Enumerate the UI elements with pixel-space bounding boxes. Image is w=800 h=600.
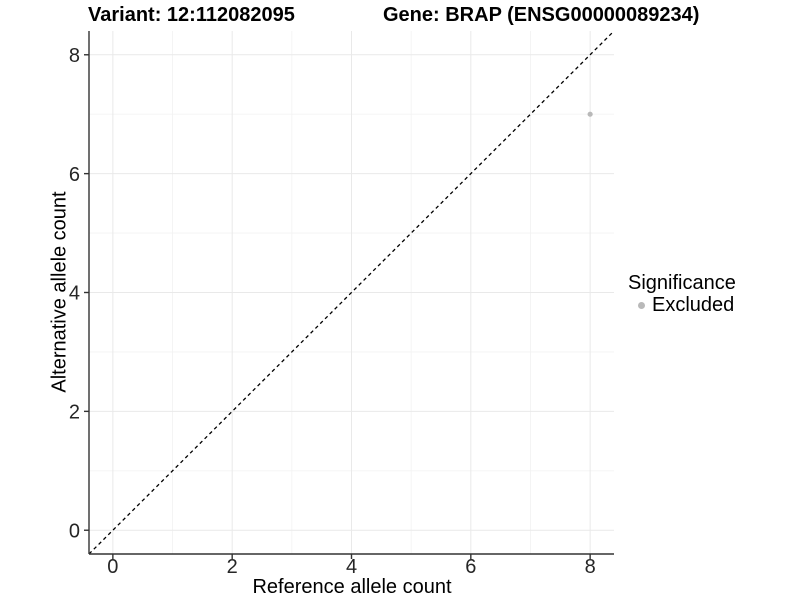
y-tick-label: 6 bbox=[69, 164, 80, 186]
x-tick-label: 6 bbox=[465, 556, 476, 578]
plot-title-variant: Variant: 12:112082095 bbox=[88, 4, 295, 26]
y-tick-label: 2 bbox=[69, 402, 80, 424]
x-tick-label: 8 bbox=[585, 556, 596, 578]
excluded-point-icon bbox=[638, 301, 645, 309]
legend: Significance Excluded bbox=[628, 272, 736, 316]
data-point bbox=[587, 111, 593, 117]
x-tick-label: 4 bbox=[346, 556, 357, 578]
legend-item-label: Excluded bbox=[652, 294, 735, 316]
plot-title-gene: Gene: BRAP (ENSG00000089234) bbox=[383, 4, 700, 26]
y-axis-title: Alternative allele count bbox=[48, 191, 71, 393]
legend-item-excluded: Excluded bbox=[628, 294, 736, 316]
legend-title: Significance bbox=[628, 272, 736, 294]
x-tick-label: 2 bbox=[227, 556, 238, 578]
x-tick-label: 0 bbox=[107, 556, 118, 578]
x-axis-title: Reference allele count bbox=[252, 576, 452, 598]
y-tick-label: 4 bbox=[69, 283, 80, 305]
y-tick-label: 8 bbox=[69, 45, 80, 67]
y-tick-label: 0 bbox=[69, 520, 80, 542]
identity-line bbox=[88, 30, 615, 555]
